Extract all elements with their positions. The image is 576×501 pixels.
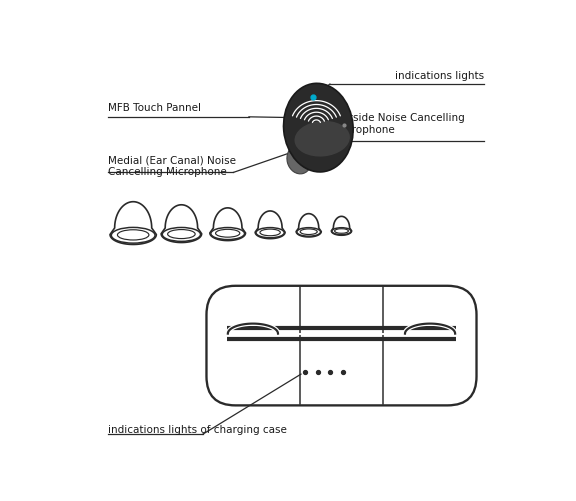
Ellipse shape [168,229,195,238]
Ellipse shape [300,229,317,234]
FancyBboxPatch shape [206,286,476,405]
Text: Outside Noise Cancelling
Microphone: Outside Noise Cancelling Microphone [334,113,464,135]
Polygon shape [110,202,156,244]
Polygon shape [210,208,245,240]
Polygon shape [255,211,285,238]
Ellipse shape [260,229,281,236]
Ellipse shape [335,229,348,233]
Ellipse shape [294,121,350,157]
Ellipse shape [256,227,284,238]
Text: MFB Touch Pannel: MFB Touch Pannel [108,103,201,113]
Ellipse shape [111,227,155,243]
Text: indications lights: indications lights [395,71,484,81]
Polygon shape [331,216,351,235]
Text: indications lights of charging case: indications lights of charging case [108,425,287,435]
Ellipse shape [211,227,245,239]
Ellipse shape [332,227,351,234]
Ellipse shape [118,230,149,240]
Ellipse shape [162,227,200,241]
Polygon shape [296,213,321,237]
Ellipse shape [283,83,353,172]
Ellipse shape [287,145,312,174]
Text: Medial (Ear Canal) Noise
Cancelling Microphone: Medial (Ear Canal) Noise Cancelling Micr… [108,155,236,177]
Polygon shape [161,205,202,242]
Ellipse shape [215,229,240,237]
Ellipse shape [297,227,320,236]
